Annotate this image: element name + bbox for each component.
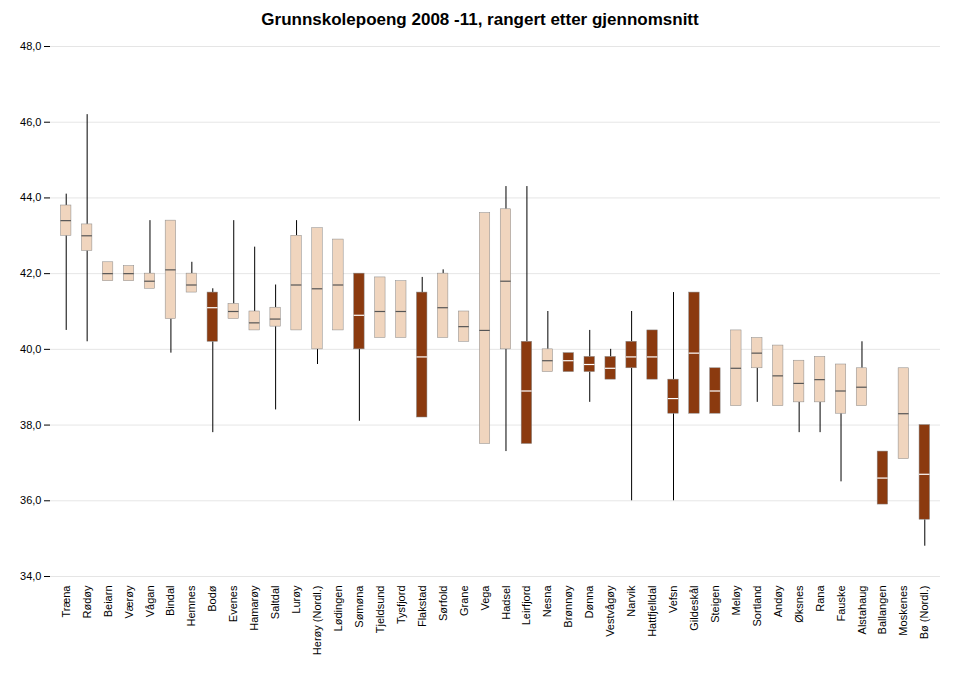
svg-text:Vega: Vega — [479, 585, 491, 611]
svg-text:Tjeldsund: Tjeldsund — [374, 586, 386, 634]
svg-text:Sømøna: Sømøna — [353, 585, 365, 628]
html-text:Grunnskolepoeng 2008 -11, rang: Grunnskolepoeng 2008 -11, rangert etter … — [261, 10, 699, 29]
svg-text:Øksnes: Øksnes — [793, 585, 805, 623]
svg-text:Ballangen: Ballangen — [876, 586, 888, 635]
svg-text:Lødingen: Lødingen — [332, 586, 344, 632]
svg-text:Hattfjelldal: Hattfjelldal — [646, 586, 658, 637]
svg-text:Meløy: Meløy — [730, 585, 742, 615]
svg-text:Vestvågøy: Vestvågøy — [604, 585, 616, 637]
svg-text:Bø (Nordl.): Bø (Nordl.) — [918, 586, 930, 640]
svg-text:Lurøy: Lurøy — [290, 585, 302, 614]
svg-text:Moskenes: Moskenes — [897, 585, 909, 636]
svg-text:Hemnes: Hemnes — [185, 585, 197, 626]
svg-text:48,0: 48,0 — [20, 40, 41, 52]
svg-text:Beiarn: Beiarn — [102, 586, 114, 618]
svg-text:Dønna: Dønna — [583, 585, 595, 619]
svg-text:Rana: Rana — [814, 585, 826, 612]
svg-text:Vågan: Vågan — [143, 586, 155, 618]
svg-text:Brønnøy: Brønnøy — [562, 585, 574, 628]
svg-text:42,0: 42,0 — [20, 267, 41, 279]
svg-text:Nesna: Nesna — [541, 585, 553, 618]
svg-text:Hadsel: Hadsel — [499, 586, 511, 620]
svg-text:Saltdal: Saltdal — [269, 586, 281, 620]
svg-text:Narvik: Narvik — [625, 585, 637, 617]
svg-text:Sortland: Sortland — [751, 586, 763, 627]
svg-text:Bodø: Bodø — [206, 585, 218, 612]
svg-text:Rødøy: Rødøy — [81, 585, 93, 619]
svg-text:Andøy: Andøy — [772, 585, 784, 617]
svg-text:Alstahaug: Alstahaug — [855, 586, 867, 635]
svg-text:46,0: 46,0 — [20, 116, 41, 128]
svg-text:Herøy (Nordl.): Herøy (Nordl.) — [311, 586, 323, 656]
svg-text:44,0: 44,0 — [20, 191, 41, 203]
svg-text:Steigen: Steigen — [709, 586, 721, 623]
svg-text:Fauske: Fauske — [835, 586, 847, 622]
svg-text:Sørfold: Sørfold — [437, 586, 449, 621]
svg-text:38,0: 38,0 — [20, 419, 41, 431]
svg-text:Værøy: Værøy — [123, 585, 135, 619]
svg-text:Træna: Træna — [60, 585, 72, 618]
svg-text:Tysfjord: Tysfjord — [395, 586, 407, 625]
svg-text:Leirfjord: Leirfjord — [520, 586, 532, 626]
svg-text:Hamarøy: Hamarøy — [248, 585, 260, 631]
svg-text:Flakstad: Flakstad — [416, 586, 428, 628]
svg-text:Grane: Grane — [458, 586, 470, 617]
svg-text:Bindal: Bindal — [164, 586, 176, 617]
svg-text:36,0: 36,0 — [20, 494, 41, 506]
svg-text:Vefsn: Vefsn — [667, 586, 679, 614]
svg-text:Gildeskål: Gildeskål — [688, 586, 700, 631]
svg-text:Evenes: Evenes — [227, 585, 239, 622]
svg-text:40,0: 40,0 — [20, 343, 41, 355]
svg-text:34,0: 34,0 — [20, 570, 41, 582]
